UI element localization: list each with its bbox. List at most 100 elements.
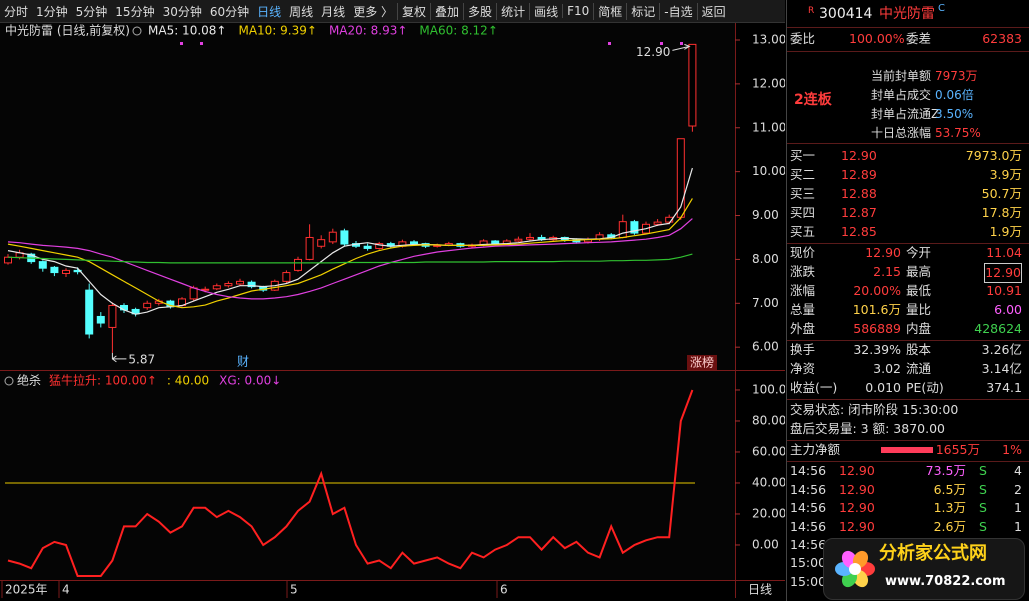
toolbar-button[interactable]: -自选 [659, 2, 696, 20]
candle-body [236, 280, 244, 285]
value: 32.39% [853, 342, 901, 357]
toolbar-button[interactable]: 60分钟 [209, 4, 250, 19]
volume: 2.6万 [933, 518, 966, 534]
candle-body [688, 43, 697, 127]
toolbar-button[interactable]: 画线 [529, 2, 562, 20]
candle-body [340, 230, 349, 245]
label: 今开 [906, 245, 932, 260]
toolbar-button[interactable]: 叠加 [430, 2, 463, 20]
high-arrow [672, 43, 691, 51]
value: 0.010 [865, 380, 901, 395]
candle-body [38, 261, 47, 269]
candle-body [491, 240, 500, 245]
label: 涨幅 [790, 283, 816, 298]
legend-entry: XG: 0.00↓ [219, 374, 281, 388]
low-arrow [111, 352, 127, 363]
logo-text: 分析家公式网 [879, 543, 987, 564]
label: 委比 [790, 31, 816, 46]
label: 最高 [906, 264, 932, 279]
chart-area: 13.00 12.00 11.00 10.00 9.00 8.00 7.00 6.00 100.… [0, 22, 785, 598]
label: 现价 [790, 245, 816, 260]
candle-body [108, 304, 117, 328]
toolbar-button[interactable]: 周线 [289, 4, 314, 19]
candle-body [363, 245, 372, 249]
volume: 6.5万 [933, 481, 966, 497]
legend-entry: MA60: 8.12↑ [419, 24, 497, 38]
logo-icon [835, 550, 875, 588]
chart-title: 中光防雷 (日线,前复权) [5, 23, 130, 38]
signal-dot [660, 42, 663, 45]
price: 12.87 [841, 205, 877, 220]
value: 1655万 [935, 442, 980, 457]
toolbar-button[interactable]: 返回 [696, 2, 730, 20]
candle-body [526, 236, 534, 240]
value: 3.26亿 [981, 342, 1022, 357]
candle-body [665, 216, 674, 223]
volume: 3.9万 [989, 167, 1022, 182]
label: 买三 [790, 186, 816, 201]
value: 1% [1002, 442, 1022, 457]
legend-entry: 猛牛拉升: 100.00↑ [49, 373, 157, 388]
toolbar-button[interactable]: 标记 [626, 2, 659, 20]
volume: 1.3万 [933, 500, 966, 515]
value: 374.1 [986, 380, 1022, 395]
event-marker: 财 [237, 355, 249, 369]
label: 涨跌 [790, 264, 816, 279]
ma-line [7, 253, 693, 264]
toolbar-button[interactable]: 1分钟 [36, 4, 68, 19]
toolbar-button[interactable]: 15分钟 [115, 4, 155, 19]
legend-entry: : 40.00 [167, 374, 209, 388]
status: 盘后交易量: 3 额: 3870.00 [790, 421, 945, 436]
time: 15:00 [790, 574, 827, 589]
toolbar-button[interactable]: 复权 [397, 2, 430, 20]
candle-body [96, 315, 105, 324]
toolbar-button[interactable]: F10 [562, 4, 593, 18]
separator [787, 243, 1029, 244]
toolbar: 分时 1分钟 5分钟 15分钟 30分钟 60分钟 日线 周线 月线 更多 〉复权 叠加 多股 统计 画线… [0, 0, 785, 23]
toolbar-button[interactable]: 30分钟 [162, 4, 202, 19]
price: 12.90 [839, 518, 875, 534]
label: 买一 [790, 148, 816, 163]
value: 6.00 [994, 302, 1022, 317]
y-tick-label: 7.00 [752, 296, 779, 310]
toolbar-button[interactable]: 统计 [496, 2, 529, 20]
value: 3.14亿 [981, 361, 1022, 376]
legend-entry: MA5: 10.08↑ [148, 24, 226, 38]
name-sup: C [938, 3, 945, 14]
value: 3.50% [935, 107, 974, 121]
value: 3.02 [873, 361, 901, 376]
price: 12.90 [839, 481, 875, 497]
status: 交易状态: 闭市阶段 15:30:00 [790, 402, 959, 417]
toolbar-button[interactable]: 多股 [463, 2, 496, 20]
signal-dot [608, 42, 611, 45]
high-label: 12.90 [636, 45, 670, 59]
toolbar-button[interactable]: 简框 [593, 2, 626, 20]
toolbar-button[interactable]: 分时 [4, 4, 29, 19]
volume: 7973.0万 [965, 148, 1022, 163]
toolbar-button[interactable]: 更多 〉 [353, 4, 394, 19]
y-tick-label: 9.00 [752, 208, 779, 222]
toolbar-button[interactable]: 5分钟 [75, 4, 108, 19]
value: 12.90 [865, 245, 901, 260]
candle-body [62, 269, 70, 274]
candle-body [305, 236, 314, 260]
ma-line [7, 198, 693, 309]
y-tick-label: 12.00 [752, 76, 785, 90]
stock-name: 中光防雷 [879, 6, 935, 22]
label: 最低 [906, 283, 932, 298]
candle-body [247, 281, 256, 288]
y-tick-label: 20.00 [752, 506, 785, 520]
event-marker: 涨榜 [690, 355, 714, 370]
price: 12.90 [839, 463, 875, 478]
toolbar-button[interactable]: 月线 [321, 4, 346, 19]
label: 买五 [790, 224, 816, 239]
value: 2.15 [873, 264, 901, 279]
side: S [979, 518, 987, 534]
candle-body [618, 221, 627, 238]
value: 10.91 [986, 283, 1022, 298]
toolbar-button[interactable]: 日线 [257, 4, 282, 19]
label: 封单占流通Z [871, 107, 940, 121]
label: 流通 [906, 361, 932, 376]
label: 外盘 [790, 321, 816, 336]
price: 12.90 [839, 500, 875, 515]
